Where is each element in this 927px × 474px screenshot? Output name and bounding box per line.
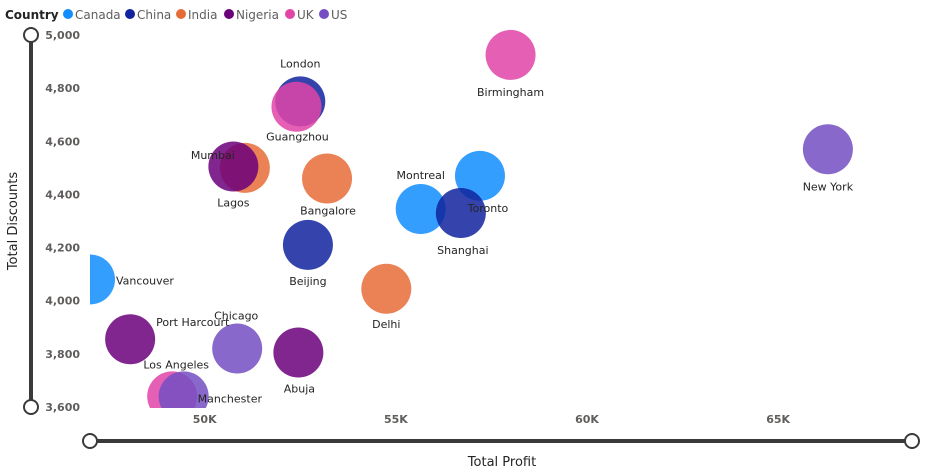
bubble-label-guangzhou: Guangzhou <box>266 131 329 144</box>
x-range-slider[interactable] <box>82 433 920 449</box>
bubble-label-london: London <box>280 57 320 70</box>
y-slider-max-handle[interactable] <box>23 27 39 43</box>
bubble-shanghai[interactable] <box>435 188 486 239</box>
bubble-new-york[interactable] <box>802 124 853 175</box>
bubble-chicago[interactable] <box>212 323 263 374</box>
bubble-port-harcourt[interactable] <box>105 314 156 365</box>
y-tick-label: 4,200 <box>45 242 80 255</box>
y-tick-label: 3,800 <box>45 348 80 361</box>
legend-marker-uk[interactable] <box>285 9 295 19</box>
y-tick-label: 5,000 <box>45 29 80 42</box>
legend-label-china[interactable]: China <box>137 8 171 22</box>
x-tick-label: 50K <box>193 413 217 426</box>
bubble-label-birmingham: Birmingham <box>477 86 544 99</box>
bubble-label-abuja: Abuja <box>284 383 315 396</box>
y-tick-label: 4,600 <box>45 135 80 148</box>
legend: Country Canada China India Nigeria UK US <box>5 8 347 22</box>
bubble-label-chicago: Chicago <box>214 310 258 323</box>
bubble-delhi[interactable] <box>361 263 412 314</box>
bubble-label-bangalore: Bangalore <box>300 204 356 217</box>
legend-label-canada[interactable]: Canada <box>75 8 121 22</box>
bubble-label-beijing: Beijing <box>289 275 326 288</box>
x-tick-label: 55K <box>384 413 408 426</box>
legend-marker-nigeria[interactable] <box>224 9 234 19</box>
bubble-manchester[interactable] <box>158 371 209 421</box>
bubble-abuja[interactable] <box>273 327 324 378</box>
bubble-lagos[interactable] <box>208 141 259 192</box>
y-slider-min-handle[interactable] <box>23 399 39 415</box>
bubble-label-montreal: Montreal <box>397 169 445 182</box>
legend-label-india[interactable]: India <box>188 8 217 22</box>
bubble-montreal[interactable] <box>395 184 446 235</box>
bubble-label-shanghai: Shanghai <box>437 244 488 257</box>
legend-marker-india[interactable] <box>176 9 186 19</box>
legend-label-us[interactable]: US <box>331 8 347 22</box>
legend-label-uk[interactable]: UK <box>297 8 315 22</box>
y-tick-label: 4,400 <box>45 188 80 201</box>
bubble-toronto[interactable] <box>454 150 505 201</box>
y-tick-label: 4,000 <box>45 295 80 308</box>
y-axis: 3,600 3,800 4,000 4,200 4,400 4,600 4,800 5,000 <box>45 29 80 414</box>
x-slider-min-handle[interactable] <box>82 433 98 449</box>
bubble-label-vancouver: Vancouver <box>116 274 174 287</box>
legend-marker-us[interactable] <box>319 9 329 19</box>
bubble-label-lagos: Lagos <box>217 197 250 210</box>
y-axis-title: Total Discounts <box>6 172 21 272</box>
y-tick-label: 4,800 <box>45 82 80 95</box>
legend-label-nigeria[interactable]: Nigeria <box>236 8 279 22</box>
bubble-label-los-angeles: Los Angeles <box>143 358 209 371</box>
y-range-slider[interactable] <box>23 27 39 415</box>
x-slider-max-handle[interactable] <box>904 433 920 449</box>
bubble-labels: Vancouver Montreal Toronto London Beijing Sha… <box>116 57 854 405</box>
bubble-label-mumbai: Mumbai <box>191 149 235 162</box>
x-axis-title: Total Profit <box>467 455 536 470</box>
bubble-label-manchester: Manchester <box>198 392 263 405</box>
bubble-birmingham[interactable] <box>485 29 536 80</box>
bubble-guangzhou[interactable] <box>271 81 322 132</box>
bubble-label-port-harcourt: Port Harcourt <box>156 316 230 329</box>
bubble-vancouver[interactable] <box>65 254 115 305</box>
bubble-bangalore[interactable] <box>302 153 353 204</box>
x-axis: 50K 55K 60K 65K <box>193 413 791 426</box>
x-tick-label: 65K <box>766 413 790 426</box>
legend-marker-china[interactable] <box>125 9 135 19</box>
bubble-label-new-york: New York <box>803 180 854 193</box>
x-tick-label: 60K <box>575 413 599 426</box>
legend-title: Country <box>5 8 59 22</box>
bubble-beijing[interactable] <box>282 219 333 270</box>
bubble-label-toronto: Toronto <box>467 202 509 215</box>
y-tick-label: 3,600 <box>45 401 80 414</box>
legend-marker-canada[interactable] <box>63 9 73 19</box>
bubble-label-delhi: Delhi <box>372 318 400 331</box>
plot-area <box>65 29 853 421</box>
